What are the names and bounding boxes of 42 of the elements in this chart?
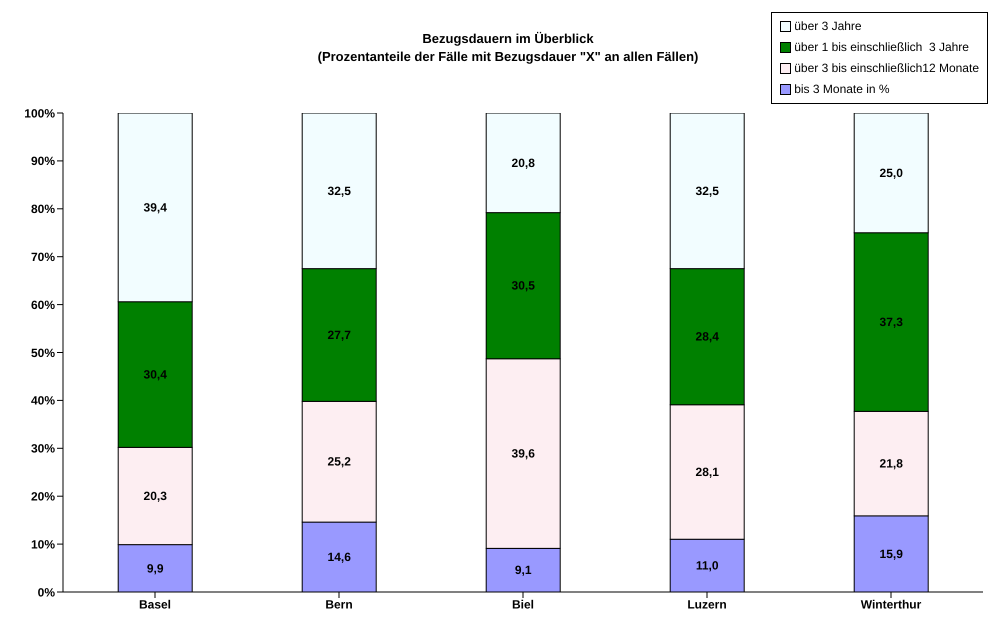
data-label: 32,5: [328, 184, 352, 198]
data-label: 21,8: [880, 456, 904, 471]
legend-label: über 3 Jahre: [794, 18, 862, 35]
legend-label: über 1 bis einschließlich 3 Jahre: [794, 39, 969, 56]
legend-label: über 3 bis einschließlich12 Monate: [794, 60, 979, 77]
y-tick-label: 40%: [30, 394, 56, 408]
y-tick-label: 80%: [30, 202, 56, 216]
data-label: 20,8: [512, 156, 536, 170]
data-label: 25,0: [880, 166, 904, 180]
data-label: 9,9: [146, 561, 164, 576]
y-tick-label: 100%: [24, 106, 56, 120]
data-label: 39,4: [144, 200, 168, 214]
data-label: 25,2: [328, 454, 352, 469]
data-label: 32,5: [696, 184, 720, 198]
data-label: 14,6: [328, 550, 352, 564]
data-label: 9,1: [514, 563, 532, 578]
y-tick-label: 90%: [30, 154, 56, 168]
x-tick-label: Biel: [512, 598, 534, 612]
y-tick-label: 0%: [38, 585, 56, 600]
chart-subtitle: (Prozentanteile der Fälle mit Bezugsdauer "X" an allen Fällen): [318, 49, 698, 64]
data-label: 39,6: [512, 446, 536, 461]
data-label: 11,0: [696, 558, 719, 573]
data-label: 37,3: [880, 315, 904, 330]
y-tick-label: 60%: [30, 298, 56, 312]
data-label: 15,9: [880, 546, 904, 561]
x-tick-label: Winterthur: [860, 598, 922, 612]
y-tick-label: 30%: [30, 442, 56, 456]
data-label: 28,4: [696, 330, 720, 344]
y-tick-label: 50%: [30, 346, 56, 360]
y-tick-label: 10%: [30, 537, 56, 552]
data-label: 20,3: [144, 488, 168, 503]
x-tick-label: Luzern: [687, 598, 727, 612]
data-label: 30,5: [512, 278, 536, 293]
y-tick-label: 70%: [30, 250, 56, 264]
x-tick-label: Bern: [325, 598, 353, 612]
data-label: 27,7: [328, 328, 352, 342]
chart-title: Bezugsdauern im Überblick: [422, 31, 594, 46]
legend-label: bis 3 Monate in %: [794, 81, 890, 98]
y-tick-label: 20%: [30, 489, 56, 504]
data-label: 28,1: [696, 465, 720, 480]
data-label: 30,4: [144, 368, 168, 382]
x-tick-label: Basel: [138, 598, 172, 612]
